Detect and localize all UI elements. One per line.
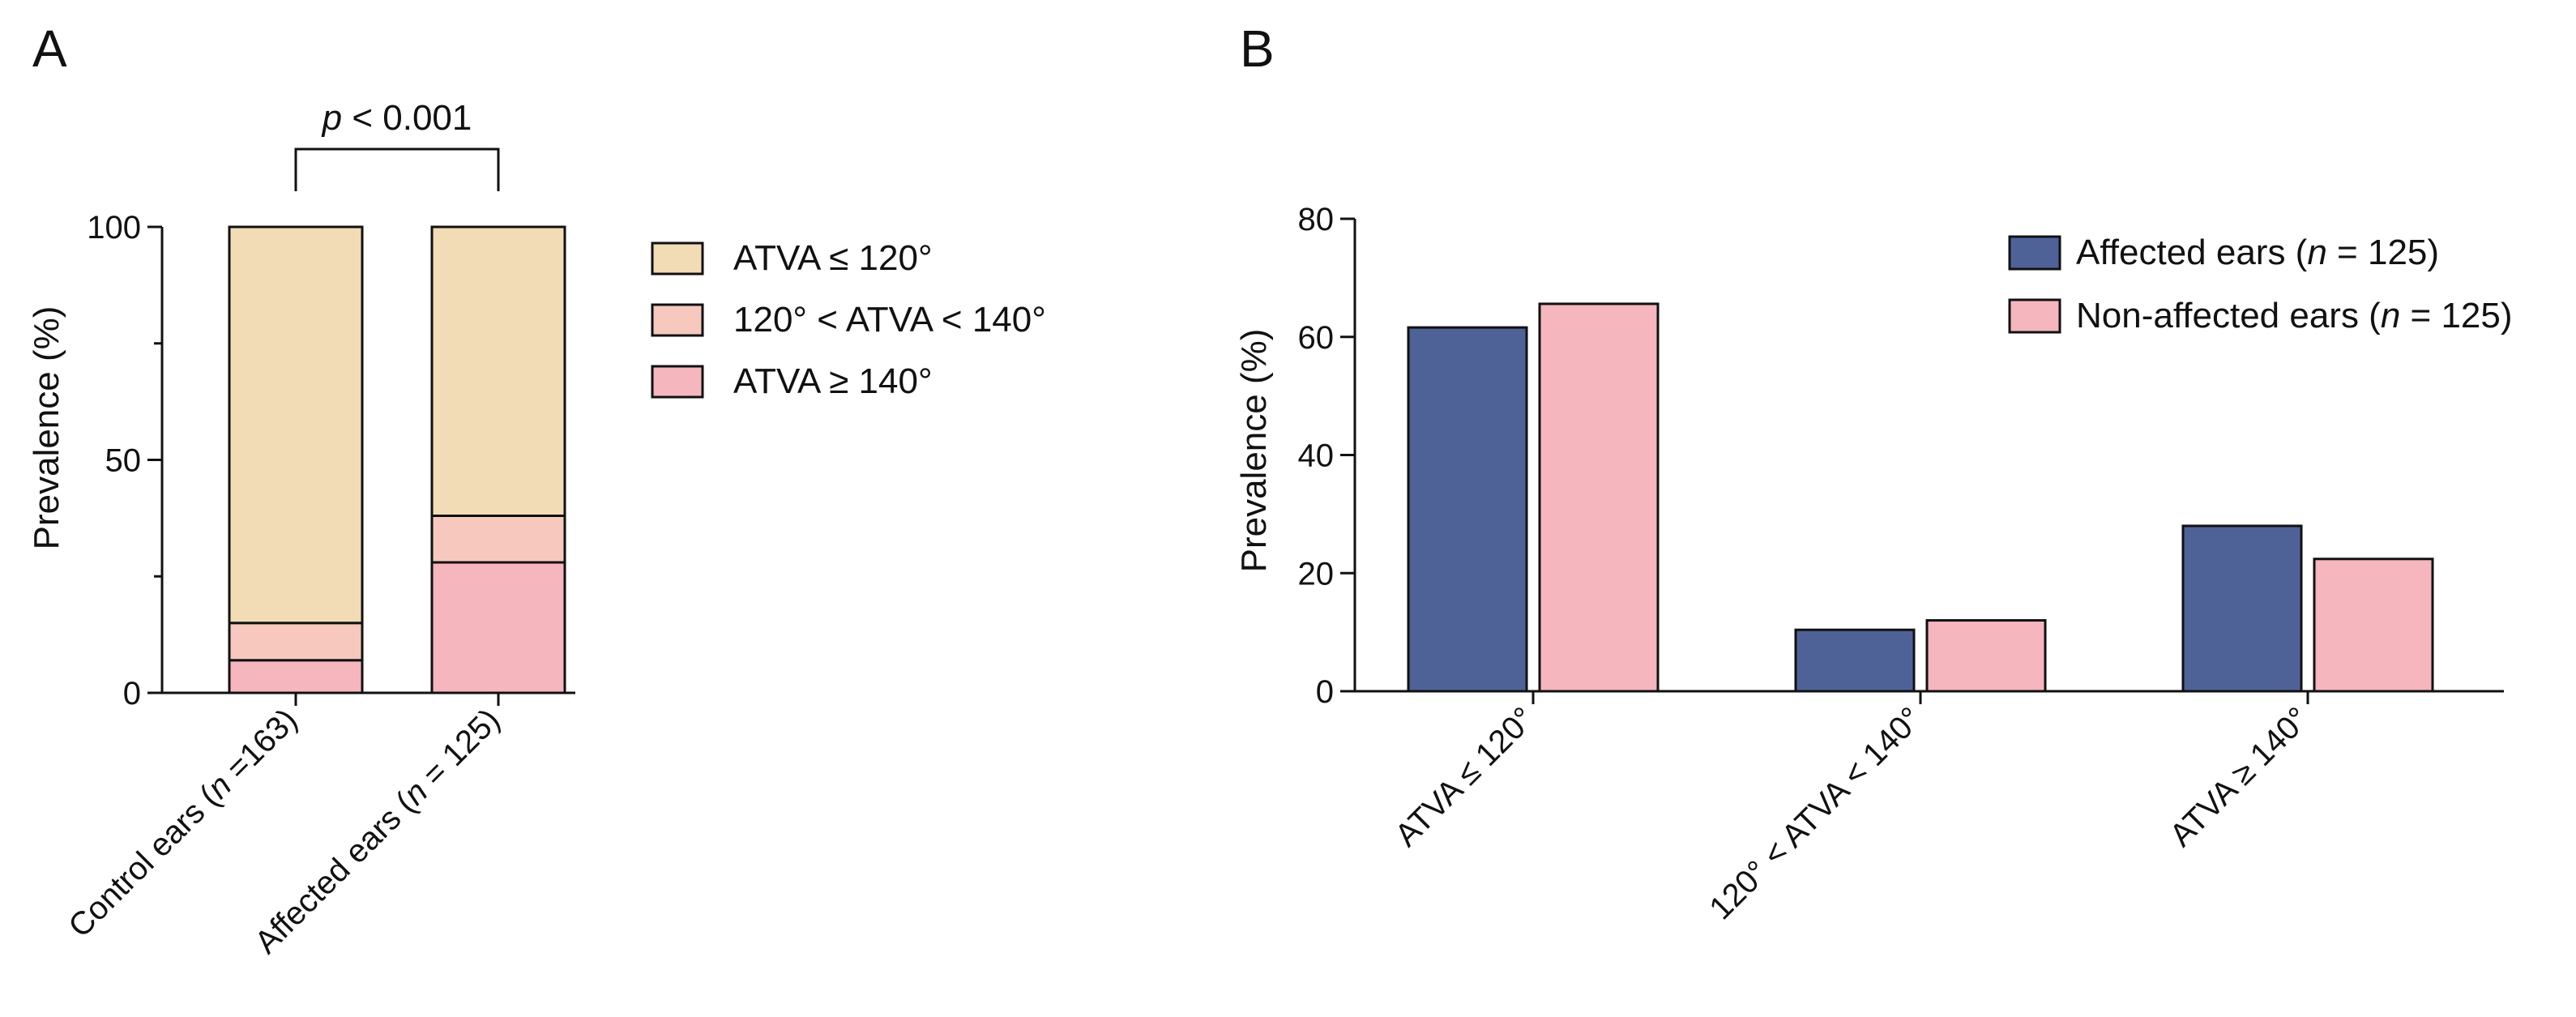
panel-a-y-axis: 0 50 100: [87, 210, 164, 711]
panel-b-bars: [1407, 302, 2434, 693]
legend-swatch: [651, 365, 704, 399]
legend-swatch: [2008, 235, 2061, 271]
x-category-label: Control ears (n =163): [62, 702, 304, 944]
label-prefix: Control ears (: [62, 780, 226, 944]
legend-label: 120° < ATVA < 140°: [733, 300, 1046, 340]
panel-a-annotation: p < 0.001: [294, 98, 500, 191]
p-value-text: < 0.001: [342, 98, 472, 138]
panel-a-x-axis: Control ears (n =163)Affected ears (n = …: [62, 691, 575, 960]
panel-b: B Prevalence (%) 0 20 40 60 80 ATVA ≤ 120° 12…: [1234, 19, 2513, 926]
panel-a: A Prevalence (%) 0 50 100 Control ears (n …: [27, 19, 1046, 960]
legend-label: ATVA ≥ 140°: [733, 361, 933, 401]
panel-a-letter: A: [32, 19, 67, 78]
stacked-bar-segment: [430, 515, 566, 564]
bar: [1407, 326, 1528, 693]
panel-b-legend: Affected ears (n = 125)Non-affected ears…: [2008, 233, 2513, 335]
y-tick-label: 80: [1298, 202, 1335, 237]
legend-label: ATVA ≤ 120°: [733, 238, 933, 278]
legend-swatch: [651, 303, 704, 337]
bar: [1794, 628, 1916, 693]
label-suffix: = 125): [2400, 296, 2512, 335]
y-tick-label: 0: [123, 676, 141, 711]
panel-a-legend: ATVA ≤ 120° 120° < ATVA < 140° ATVA ≥ 140°: [651, 238, 1046, 401]
panel-a-bars: [228, 225, 566, 694]
legend-label: Non-affected ears (n = 125): [2076, 296, 2513, 335]
legend-swatch: [2008, 298, 2061, 334]
panel-b-letter: B: [1240, 19, 1275, 78]
stacked-bar-segment: [430, 561, 566, 694]
label-italic-n: n: [2381, 296, 2400, 335]
label-prefix: Non-affected ears (: [2076, 296, 2381, 335]
y-tick-label: 40: [1298, 438, 1335, 474]
bar: [1925, 619, 2047, 693]
stacked-bar-segment: [228, 225, 364, 625]
label-prefix: Affected ears (: [2076, 233, 2308, 272]
stacked-bar-segment: [228, 659, 364, 694]
panel-b-y-axis: 0 20 40 60 80: [1298, 202, 1356, 710]
x-category-label: ATVA ≥ 140°: [2163, 700, 2316, 853]
y-tick-label: 100: [87, 210, 141, 246]
y-tick-label: 60: [1298, 320, 1335, 356]
label-suffix: = 125): [2327, 233, 2439, 272]
bar: [2313, 558, 2434, 693]
significance-bracket: [294, 147, 500, 191]
x-category-label: ATVA ≤ 120°: [1388, 700, 1541, 853]
bar: [2181, 524, 2303, 693]
panel-b-ylabel: Prevalence (%): [1234, 329, 1274, 573]
y-tick-label: 0: [1316, 674, 1334, 710]
p-value-italic: p: [321, 98, 342, 138]
legend-label: Affected ears (n = 125): [2076, 233, 2439, 272]
legend-swatch: [651, 241, 704, 276]
y-tick-label: 20: [1298, 556, 1335, 592]
label-suffix: =163): [213, 702, 304, 793]
bar: [1538, 302, 1660, 693]
p-value-label: p < 0.001: [321, 98, 472, 138]
y-tick-label: 50: [105, 443, 142, 479]
panel-b-x-axis: ATVA ≤ 120° 120° < ATVA < 140° ATVA ≥ 140°: [1355, 690, 2504, 926]
stacked-bar-segment: [430, 225, 566, 517]
label-italic-n: n: [2307, 233, 2326, 272]
x-category-label: 120° < ATVA < 140°: [1702, 700, 1929, 926]
label-suffix: = 125): [409, 702, 506, 799]
label-prefix: Affected ears (: [248, 786, 422, 960]
panel-a-ylabel: Prevalence (%): [27, 306, 66, 550]
stacked-bar-segment: [228, 622, 364, 662]
